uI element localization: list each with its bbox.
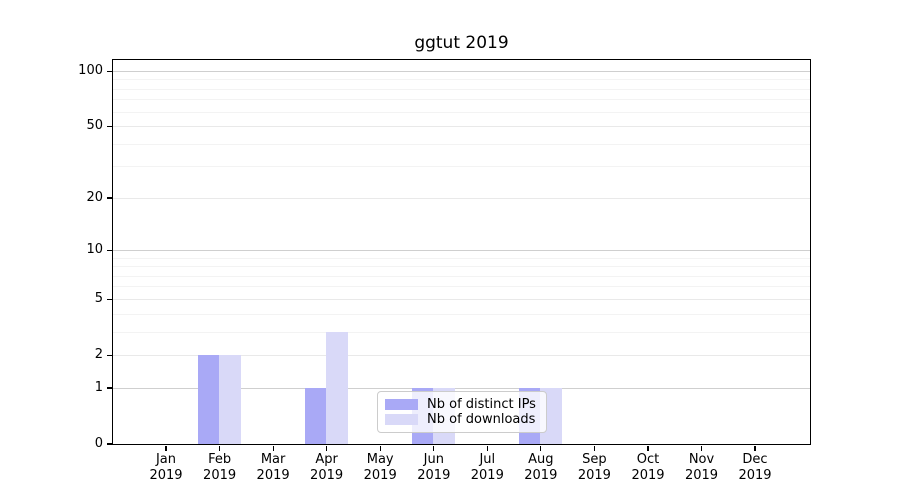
x-tick-label-oct: Oct 2019 [631, 452, 665, 483]
y-gridline-minor-30 [112, 166, 810, 168]
y-gridline-10 [112, 249, 810, 251]
y-tick-label-10: 10 [86, 242, 103, 258]
bar-downloads-feb [219, 354, 241, 444]
x-tick-mark-jan [165, 445, 167, 451]
plot-area [111, 58, 811, 445]
y-gridline-minor-40 [112, 143, 810, 145]
bar-downloads-apr [326, 331, 348, 444]
y-tick-mark-100 [107, 70, 112, 72]
y-tick-label-50: 50 [86, 118, 103, 134]
y-tick-label-0: 0 [94, 436, 103, 451]
x-tick-label-jun: Jun 2019 [417, 452, 451, 483]
y-gridline-minor-3 [112, 331, 810, 333]
y-gridline-minor-7 [112, 275, 810, 277]
x-tick-mark-jun [433, 445, 435, 451]
x-tick-mark-jul [486, 445, 488, 451]
x-tick-label-dec: Dec 2019 [738, 452, 772, 483]
x-tick-label-jul: Jul 2019 [470, 452, 504, 483]
y-tick-label-100: 100 [78, 63, 103, 79]
x-tick-label-apr: Apr 2019 [310, 452, 344, 483]
y-gridline-minor-70 [112, 99, 810, 101]
y-tick-mark-1 [107, 387, 112, 389]
legend-row-downloads: Nb of downloads [385, 412, 539, 427]
y-tick-mark-0 [107, 443, 112, 445]
x-tick-mark-may [379, 445, 381, 451]
y-tick-mark-10 [107, 249, 112, 251]
legend-label-distinct-ips: Nb of distinct IPs [427, 397, 536, 412]
y-tick-mark-20 [107, 197, 112, 199]
y-tick-mark-50 [107, 125, 112, 127]
legend-row-distinct-ips: Nb of distinct IPs [385, 397, 539, 412]
y-tick-label-5: 5 [94, 291, 103, 307]
y-gridline-minor-8 [112, 266, 810, 268]
y-tick-mark-2 [107, 354, 112, 356]
x-tick-label-jan: Jan 2019 [149, 452, 183, 483]
y-tick-label-2: 2 [94, 347, 103, 363]
x-tick-mark-dec [754, 445, 756, 451]
y-tick-label-1: 1 [94, 380, 103, 395]
x-tick-mark-mar [272, 445, 274, 451]
y-gridline-20 [112, 197, 810, 199]
x-tick-label-aug: Aug 2019 [524, 452, 558, 483]
x-tick-label-feb: Feb 2019 [203, 452, 237, 483]
bar-ips-apr [304, 387, 327, 444]
x-tick-mark-sep [593, 445, 596, 451]
y-gridline-2 [112, 354, 810, 356]
x-tick-label-mar: Mar 2019 [256, 452, 290, 483]
y-gridline-minor-90 [112, 79, 810, 81]
y-gridline-minor-9 [112, 257, 810, 259]
x-tick-mark-feb [218, 445, 221, 451]
legend-swatch-distinct-ips [385, 399, 418, 410]
x-tick-label-nov: Nov 2019 [684, 452, 719, 483]
x-tick-mark-oct [647, 445, 649, 451]
x-tick-label-sep: Sep 2019 [577, 452, 611, 483]
y-gridline-5 [112, 298, 810, 300]
y-gridline-minor-6 [112, 286, 810, 288]
bar-ips-feb [197, 354, 220, 444]
y-tick-label-20: 20 [86, 190, 103, 206]
y-gridline-minor-80 [112, 88, 810, 90]
legend-label-downloads: Nb of downloads [427, 412, 536, 427]
y-gridline-minor-4 [112, 313, 810, 315]
x-tick-mark-apr [326, 445, 328, 451]
legend: Nb of distinct IPs Nb of downloads [377, 391, 547, 433]
x-tick-mark-nov [700, 445, 703, 451]
chart-title: ggtut 2019 [414, 33, 509, 53]
y-gridline-50 [112, 126, 810, 128]
x-tick-label-may: May 2019 [363, 452, 397, 483]
y-tick-mark-5 [107, 298, 112, 300]
y-gridline-100 [112, 70, 810, 72]
y-gridline-1 [112, 387, 810, 389]
legend-swatch-downloads [385, 414, 418, 425]
y-gridline-minor-60 [112, 111, 810, 113]
x-tick-mark-aug [540, 445, 542, 451]
